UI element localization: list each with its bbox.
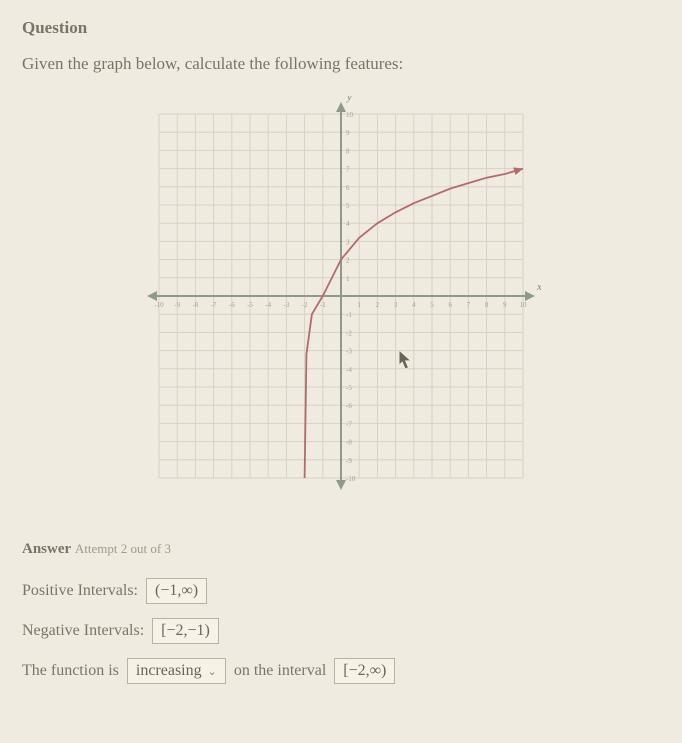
chart-container: -10 -9 -8 -7 -6 -5 -4 -3 -2 -1 1 2 3 4 5 6 7 8 9 10 -10 -9 -8 -…	[22, 96, 660, 501]
svg-text:1: 1	[346, 275, 350, 283]
positive-intervals-input[interactable]: (−1,∞)	[146, 578, 207, 604]
svg-text:-8: -8	[346, 439, 352, 447]
svg-text:-8: -8	[192, 301, 198, 309]
function-behavior-row: The function is increasing ⌄ on the inte…	[22, 658, 660, 684]
graph-svg: -10 -9 -8 -7 -6 -5 -4 -3 -2 -1 1 2 3 4 5 6 7 8 9 10 -10 -9 -8 -…	[141, 96, 541, 496]
question-heading: Question	[22, 18, 660, 38]
attempt-counter: Attempt 2 out of 3	[75, 541, 171, 556]
svg-text:-5: -5	[247, 301, 253, 309]
svg-text:-10: -10	[154, 301, 164, 309]
svg-text:-7: -7	[211, 301, 217, 309]
answer-header: Answer Attempt 2 out of 3	[22, 541, 660, 558]
svg-text:-4: -4	[346, 366, 352, 374]
svg-text:2: 2	[376, 301, 380, 309]
chevron-down-icon: ⌄	[208, 665, 217, 678]
svg-text:-5: -5	[346, 384, 352, 392]
svg-text:-3: -3	[346, 348, 352, 356]
svg-text:8: 8	[485, 301, 489, 309]
svg-text:5: 5	[346, 202, 350, 210]
svg-text:-1: -1	[320, 301, 326, 309]
svg-text:5: 5	[430, 301, 434, 309]
svg-text:-10: -10	[346, 475, 356, 483]
positive-intervals-row: Positive Intervals: (−1,∞)	[22, 578, 660, 604]
function-prefix: The function is	[22, 662, 119, 680]
negative-intervals-row: Negative Intervals: [−2,−1)	[22, 618, 660, 644]
svg-text:-6: -6	[229, 301, 235, 309]
svg-text:4: 4	[412, 301, 416, 309]
negative-intervals-label: Negative Intervals:	[22, 622, 144, 640]
svg-text:10: 10	[520, 301, 528, 309]
svg-text:4: 4	[346, 220, 350, 228]
svg-text:x: x	[536, 281, 541, 293]
svg-text:2: 2	[346, 257, 350, 265]
behavior-select-value: increasing	[136, 662, 202, 680]
svg-text:y: y	[346, 96, 352, 103]
answer-label: Answer	[22, 541, 71, 557]
svg-text:9: 9	[346, 129, 350, 137]
svg-text:-3: -3	[283, 301, 289, 309]
svg-text:8: 8	[346, 147, 350, 155]
graph: -10 -9 -8 -7 -6 -5 -4 -3 -2 -1 1 2 3 4 5 6 7 8 9 10 -10 -9 -8 -…	[141, 96, 541, 501]
question-prompt: Given the graph below, calculate the fol…	[22, 54, 660, 74]
svg-text:-4: -4	[265, 301, 271, 309]
svg-text:6: 6	[448, 301, 452, 309]
negative-intervals-input[interactable]: [−2,−1)	[152, 618, 219, 644]
interval-input[interactable]: [−2,∞)	[334, 658, 395, 684]
svg-text:7: 7	[346, 166, 350, 174]
svg-text:-2: -2	[302, 301, 308, 309]
svg-text:-6: -6	[346, 402, 352, 410]
svg-text:3: 3	[394, 301, 398, 309]
svg-text:7: 7	[467, 301, 471, 309]
svg-text:6: 6	[346, 184, 350, 192]
svg-text:-9: -9	[346, 457, 352, 465]
svg-text:3: 3	[346, 238, 350, 246]
svg-text:10: 10	[346, 111, 354, 119]
function-mid: on the interval	[234, 662, 326, 680]
behavior-select[interactable]: increasing ⌄	[127, 658, 226, 684]
svg-text:9: 9	[503, 301, 507, 309]
svg-text:-7: -7	[346, 420, 352, 428]
svg-text:1: 1	[357, 301, 361, 309]
svg-text:-9: -9	[174, 301, 180, 309]
positive-intervals-label: Positive Intervals:	[22, 582, 138, 600]
svg-text:-2: -2	[346, 329, 352, 337]
svg-text:-1: -1	[346, 311, 352, 319]
